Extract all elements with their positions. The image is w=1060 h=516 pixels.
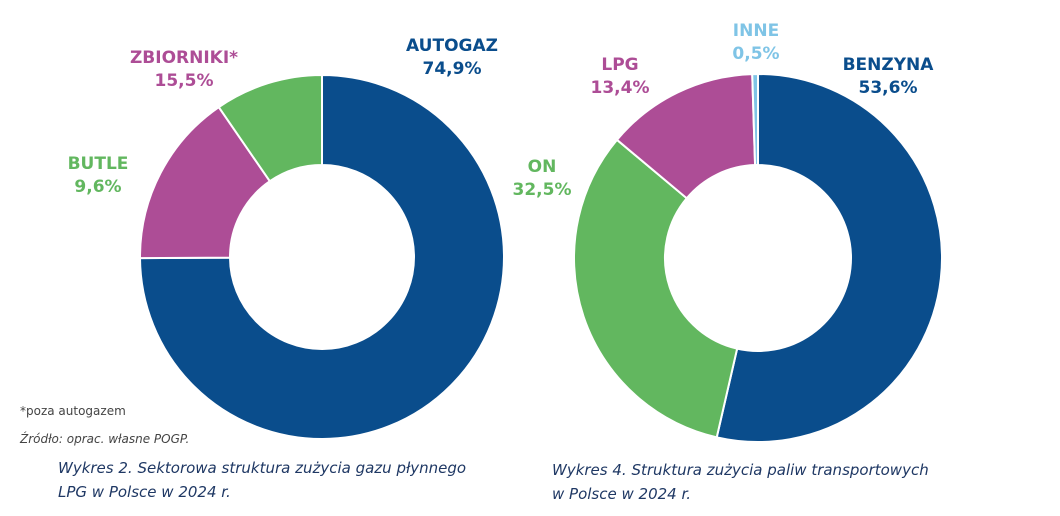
donut-chart-transport-fuels: BENZYNA 53,6% ON 32,5% LPG 13,4% INNE 0,5%: [513, 21, 943, 443]
chart2-label-lpg: LPG 13,4%: [591, 55, 650, 98]
chart1-slice-autogaz: [138, 73, 505, 440]
chart1-label-zbiorniki: ZBIORNIKI* 15,5%: [130, 48, 238, 91]
chart2-label-inne: INNE 0,5%: [732, 21, 779, 64]
chart1-label-butle: BUTLE 9,6%: [68, 154, 129, 197]
chart1-label-autogaz: AUTOGAZ 74,9%: [406, 36, 498, 79]
chart1-source: Źródło: oprac. własne POGP.: [20, 432, 190, 446]
chart2-caption: Wykres 4. Struktura zużycia paliw transp…: [552, 461, 929, 503]
chart1-slice-butle: [217, 73, 323, 183]
chart2-label-benzyna: BENZYNA 53,6%: [843, 55, 935, 98]
chart2-slice-on: [573, 138, 739, 439]
chart2-slice-benzyna: [715, 72, 943, 443]
chart2-label-on: ON 32,5%: [513, 157, 572, 200]
chart2-slice-inne: [751, 72, 759, 167]
donut-chart-lpg-sectors: AUTOGAZ 74,9% ZBIORNIKI* 15,5% BUTLE 9,6%: [68, 36, 505, 440]
chart1-caption: Wykres 2. Sektorowa struktura zużycia ga…: [58, 459, 467, 501]
chart1-footnote: *poza autogazem: [20, 404, 126, 418]
